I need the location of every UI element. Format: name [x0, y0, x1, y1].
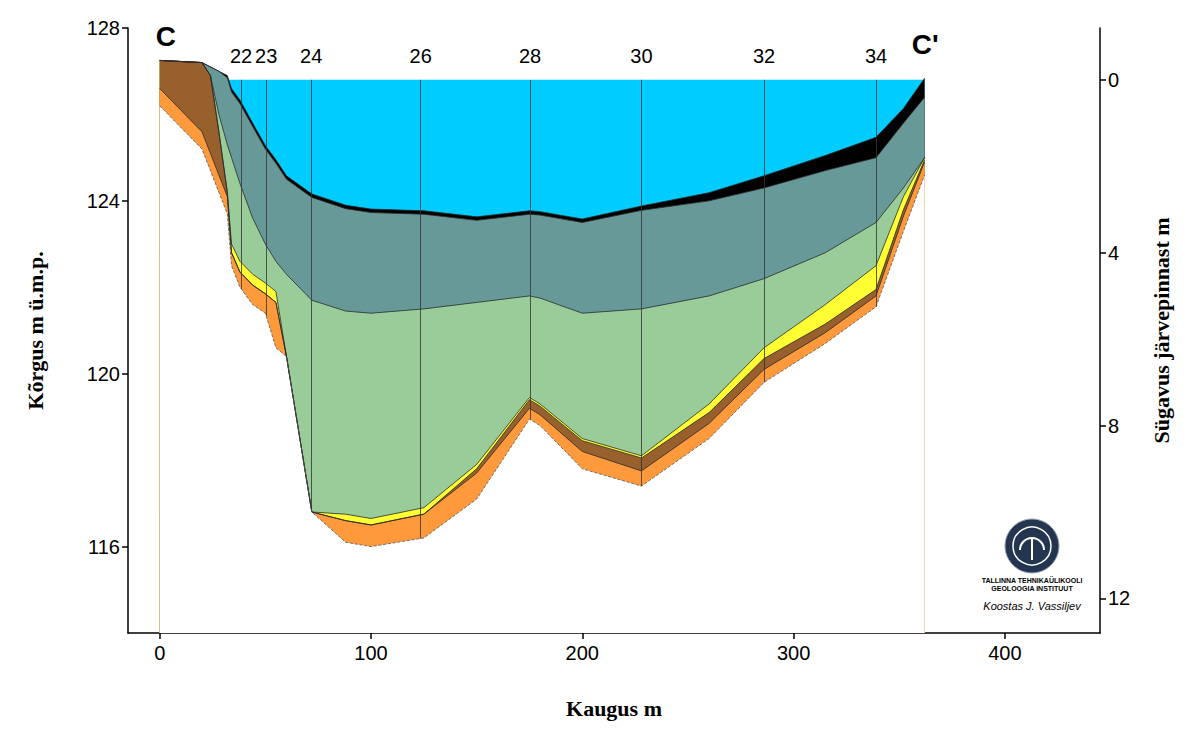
svg-text:32: 32: [753, 45, 775, 67]
svg-text:C: C: [156, 21, 176, 52]
svg-text:GEOLOOGIA INSTITUUT: GEOLOOGIA INSTITUUT: [991, 585, 1073, 592]
svg-text:Kaugus m: Kaugus m: [566, 696, 662, 721]
svg-text:400: 400: [988, 642, 1021, 664]
svg-text:124: 124: [87, 190, 120, 212]
svg-text:23: 23: [255, 45, 277, 67]
svg-text:200: 200: [566, 642, 599, 664]
svg-text:8: 8: [1108, 415, 1119, 437]
svg-text:300: 300: [777, 642, 810, 664]
svg-text:Koostas J. Vassiljev: Koostas J. Vassiljev: [983, 600, 1082, 612]
svg-text:28: 28: [519, 45, 541, 67]
svg-text:12: 12: [1108, 587, 1130, 609]
svg-text:22: 22: [230, 45, 252, 67]
svg-text:0: 0: [154, 642, 165, 664]
svg-text:24: 24: [300, 45, 322, 67]
svg-text:30: 30: [630, 45, 652, 67]
svg-text:TALLINNA TEHNIKAÜLIKOOLI: TALLINNA TEHNIKAÜLIKOOLI: [982, 576, 1083, 584]
svg-text:4: 4: [1108, 242, 1119, 264]
svg-text:Sügavus järvepinnast m: Sügavus järvepinnast m: [1149, 217, 1174, 443]
svg-text:120: 120: [87, 363, 120, 385]
svg-text:100: 100: [354, 642, 387, 664]
svg-text:0: 0: [1108, 69, 1119, 91]
svg-text:26: 26: [410, 45, 432, 67]
svg-text:128: 128: [87, 17, 120, 39]
svg-text:34: 34: [865, 45, 887, 67]
svg-text:116: 116: [88, 536, 120, 558]
svg-text:C': C': [912, 29, 939, 60]
svg-text:Kõrgus m ü.m.p.: Kõrgus m ü.m.p.: [23, 251, 48, 409]
